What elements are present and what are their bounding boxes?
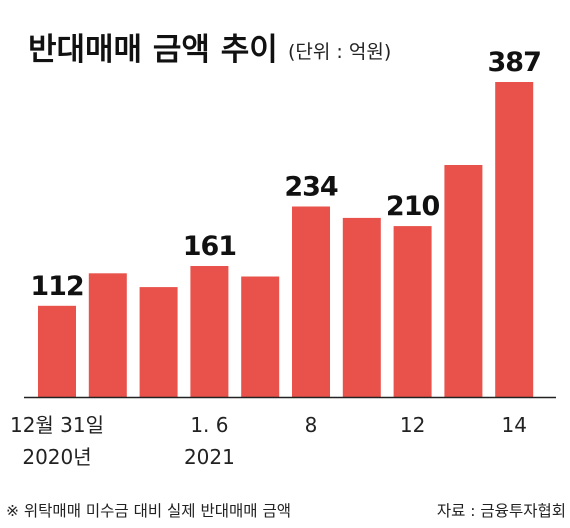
source-note: 자료 : 금융투자협회 <box>437 502 566 520</box>
tick-label-4-2: 2021 <box>184 445 235 469</box>
tick-label-1-2: 2020년 <box>22 445 91 469</box>
bar-7 <box>342 217 381 397</box>
bar-4 <box>190 266 229 397</box>
chart-title: 반대매매 금액 추이 <box>28 32 278 68</box>
tick-label-8-1: 12 <box>400 413 425 437</box>
value-label-10: 387 <box>488 47 541 78</box>
tick-labels-group: 12월 31일 2020년 1. 6 2021 8 12 14 <box>10 413 527 469</box>
value-label-6: 234 <box>284 172 338 203</box>
tick-label-10-1: 14 <box>501 413 526 437</box>
bar-8 <box>393 226 432 397</box>
tick-label-1-1: 12월 31일 <box>10 413 104 437</box>
value-label-8: 210 <box>386 191 440 222</box>
bar-6 <box>292 206 330 397</box>
value-label-1: 112 <box>30 271 83 302</box>
bar-10 <box>495 82 534 397</box>
footnote: ※ 위탁매매 미수금 대비 실제 반대매매 금액 <box>6 502 291 520</box>
bar-3 <box>139 287 178 397</box>
bars-group <box>38 82 534 397</box>
tick-label-4-1: 1. 6 <box>190 413 228 437</box>
bar-9 <box>444 165 483 397</box>
unit-label: (단위 : 억원) <box>288 41 391 63</box>
bar-2 <box>88 273 127 397</box>
value-labels-group: 112 161 234 210 387 <box>30 47 542 302</box>
value-label-4: 161 <box>183 231 236 262</box>
bar-5 <box>241 276 280 397</box>
tick-label-6-1: 8 <box>305 413 318 437</box>
bar-1 <box>38 305 76 397</box>
